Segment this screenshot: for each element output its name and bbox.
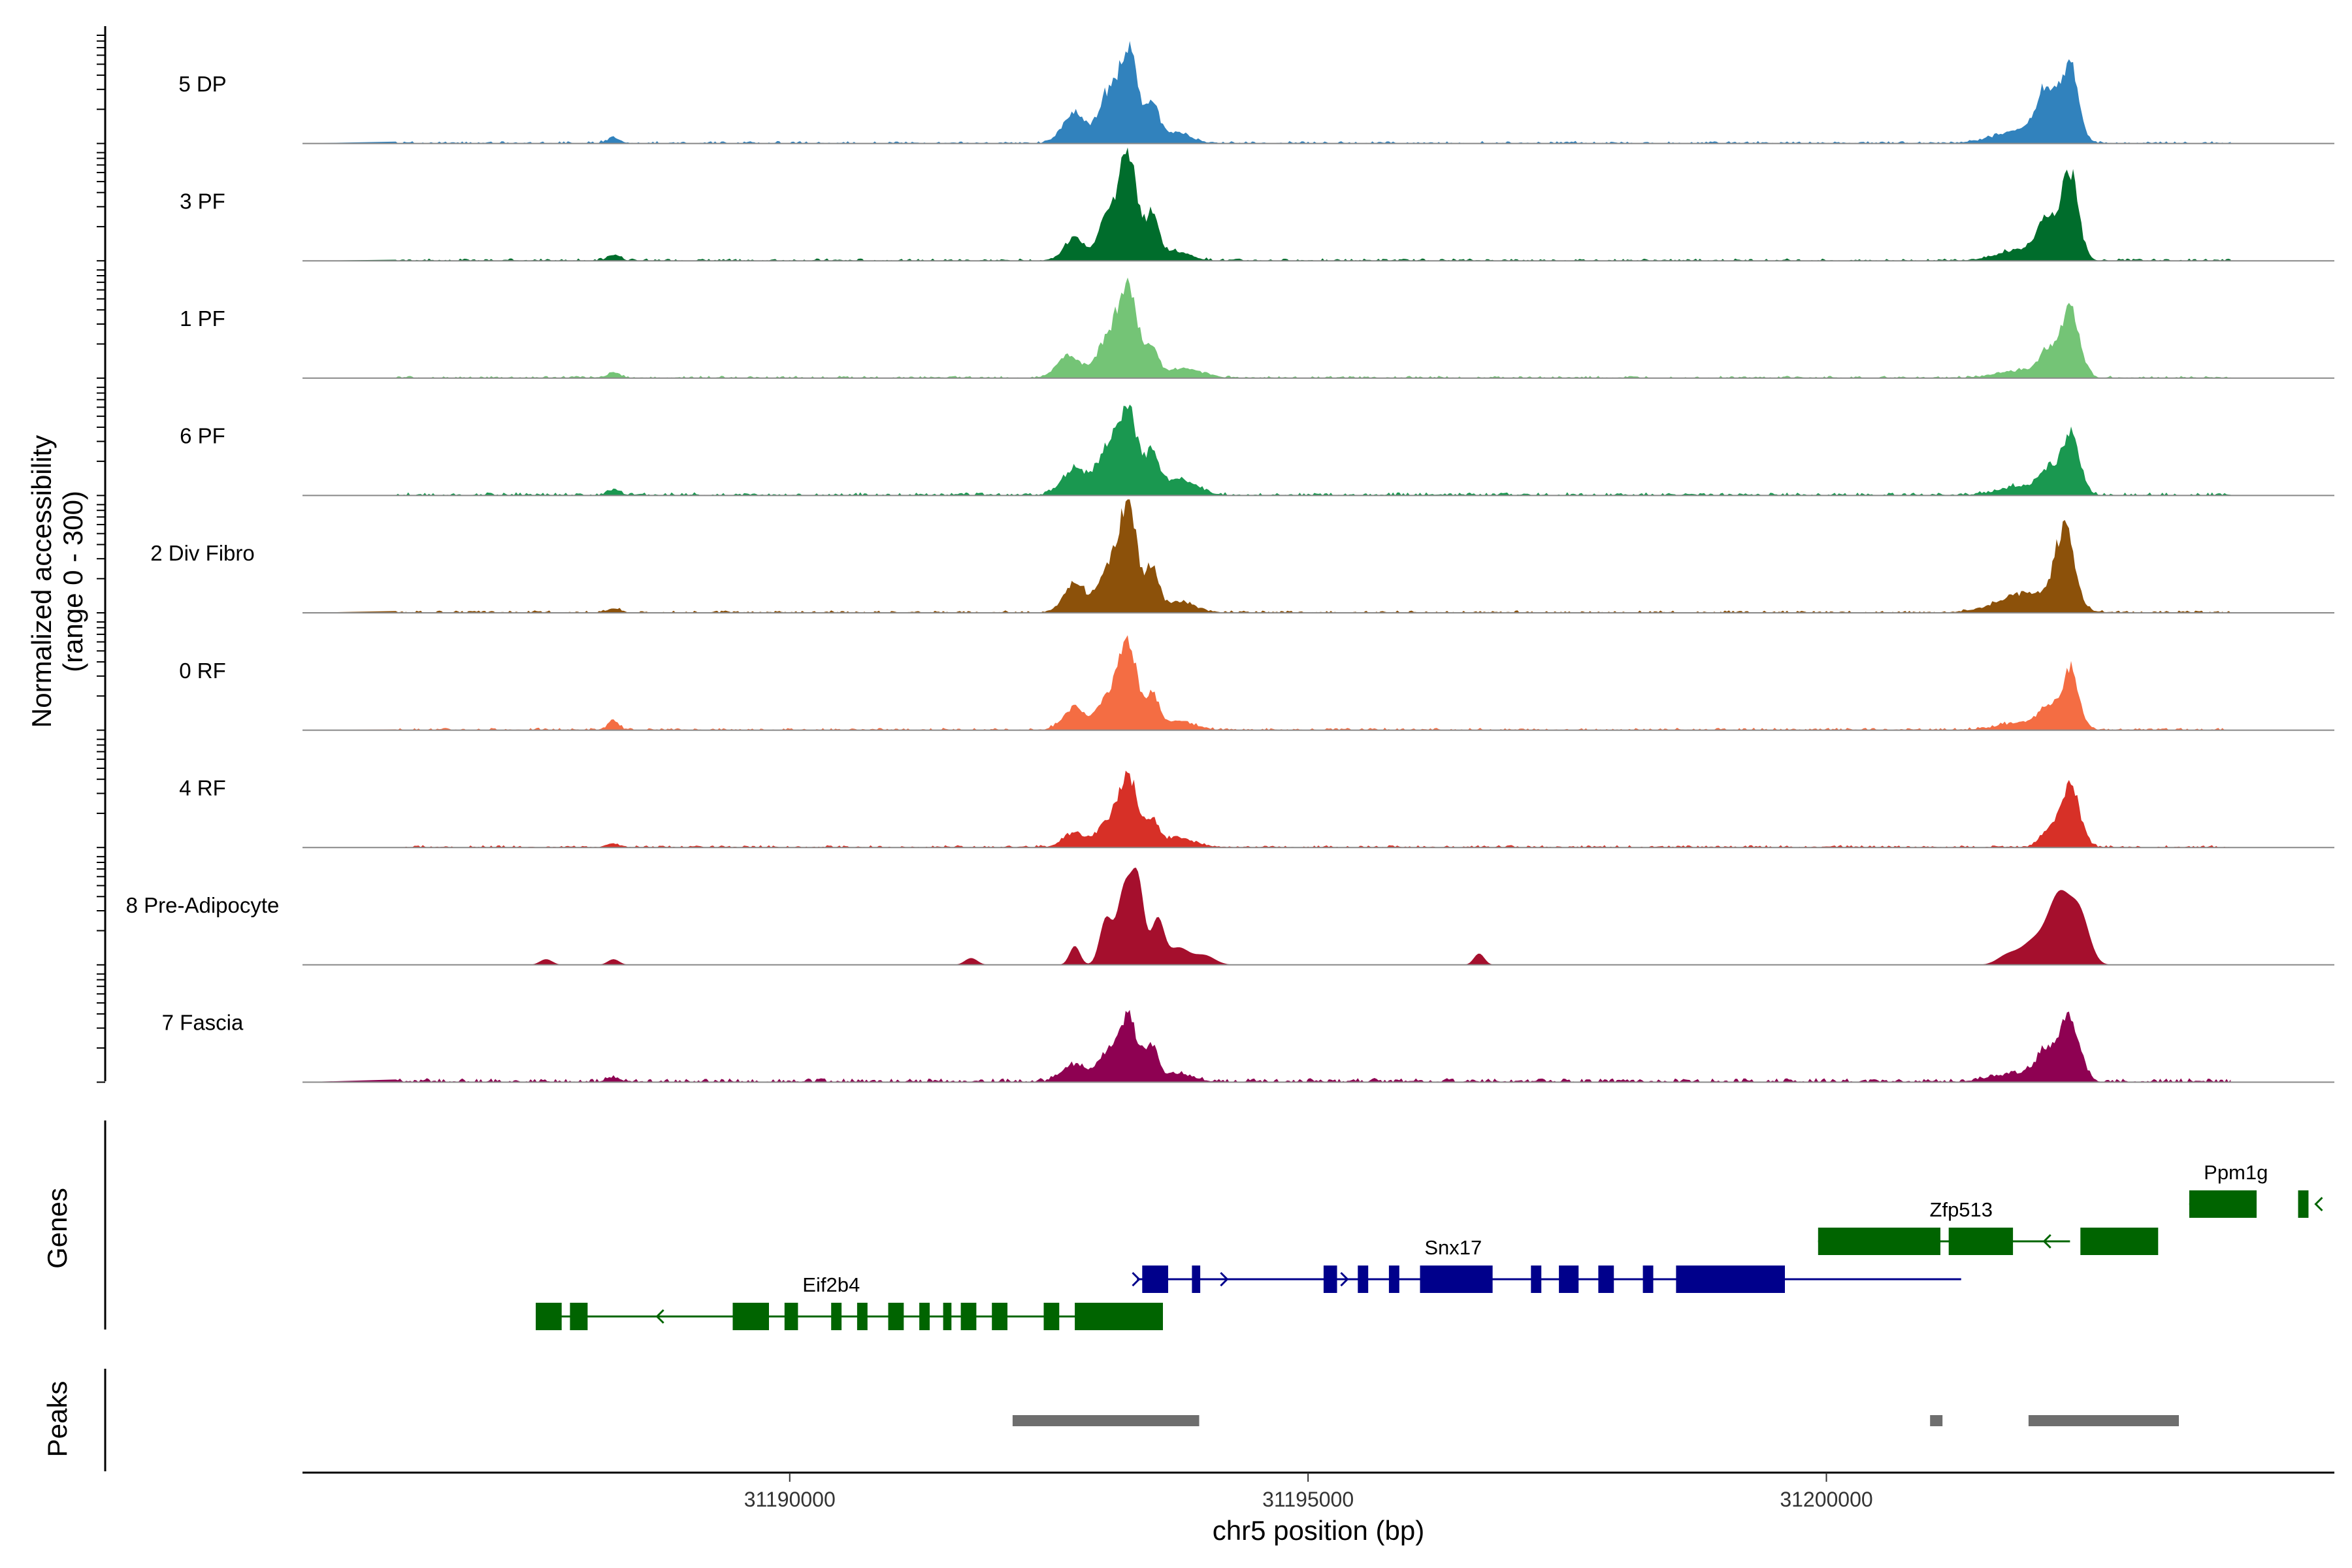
coverage-tracks: 5 DP 3 PF 1 PF 6 PF 2 Div Fibro 0 RF 4 RF 8 Pre…	[126, 41, 2334, 1083]
gene-exon	[1420, 1266, 1493, 1293]
gene-exon	[784, 1303, 798, 1330]
coverage-area	[302, 404, 2231, 496]
coverage-area	[302, 770, 2231, 848]
coverage-axis-ticks	[97, 35, 105, 1083]
coverage-area	[302, 499, 2231, 613]
gene-label: Snx17	[1424, 1236, 1482, 1259]
genes-panel-title: Genes	[42, 1188, 73, 1269]
gene-exon	[943, 1303, 952, 1330]
gene-label: Zfp513	[1930, 1198, 1993, 1221]
track-6: 4 RF	[179, 770, 2334, 849]
peak-region	[2028, 1415, 2179, 1426]
strand-arrow	[1220, 1271, 1229, 1287]
coverage-area	[302, 147, 2231, 261]
gene-exon	[732, 1303, 769, 1330]
track-3: 6 PF	[180, 404, 2334, 497]
peak-region	[1930, 1415, 1943, 1426]
gene-exon	[1948, 1228, 2014, 1255]
peak-regions	[1012, 1415, 2179, 1426]
strand-arrow	[1340, 1271, 1349, 1287]
strand-arrow	[1132, 1271, 1141, 1287]
gene-exon	[570, 1303, 588, 1330]
track-label: 4 RF	[179, 776, 226, 800]
gene-exon	[1676, 1266, 1785, 1293]
track-label: 7 Fascia	[162, 1011, 244, 1035]
track-label: 8 Pre-Adipocyte	[126, 893, 280, 917]
gene-exon	[1598, 1266, 1614, 1293]
track-2: 1 PF	[180, 277, 2334, 379]
gene-exon	[1142, 1266, 1168, 1293]
gene-exon	[831, 1303, 842, 1330]
gene-label: Eif2b4	[802, 1273, 860, 1296]
gene-exon	[2080, 1228, 2159, 1255]
gene-ppm1g: Ppm1g	[2189, 1161, 2323, 1218]
gene-exon	[1192, 1266, 1201, 1293]
gene-label: Ppm1g	[2204, 1161, 2268, 1184]
gene-exon	[1323, 1266, 1337, 1293]
track-0: 5 DP	[178, 41, 2334, 144]
track-5: 0 RF	[179, 635, 2334, 731]
x-tick-label: 31190000	[744, 1488, 836, 1511]
gene-snx17: Snx17	[1132, 1236, 1961, 1293]
gene-exon	[1531, 1266, 1542, 1293]
track-label: 6 PF	[180, 424, 225, 448]
track-label: 3 PF	[180, 189, 225, 213]
gene-exon	[919, 1303, 930, 1330]
gene-exon	[992, 1303, 1007, 1330]
gene-exon	[857, 1303, 868, 1330]
track-4: 2 Div Fibro	[150, 499, 2334, 613]
track-label: 2 Div Fibro	[150, 541, 255, 565]
gene-exon	[2189, 1190, 2257, 1218]
track-label: 5 DP	[178, 72, 226, 96]
y-axis-title-line2: (range 0 - 300)	[57, 491, 88, 672]
y-axis-title: Normalized accessibility (range 0 - 300)	[26, 435, 88, 728]
gene-exon	[1043, 1303, 1060, 1330]
gene-exon	[1642, 1266, 1654, 1293]
y-axis-title-line1: Normalized accessibility	[26, 435, 57, 728]
peaks-panel-title: Peaks	[42, 1381, 73, 1458]
coverage-area	[302, 277, 2231, 378]
peak-region	[1012, 1415, 1200, 1426]
gene-exon	[888, 1303, 904, 1330]
coverage-area	[302, 41, 2231, 144]
coverage-area	[302, 868, 2231, 965]
strand-arrow	[2314, 1196, 2323, 1212]
gene-exon	[536, 1303, 562, 1330]
x-tick-label: 31195000	[1262, 1488, 1354, 1511]
gene-exon	[1559, 1266, 1579, 1293]
strand-arrow	[2042, 1233, 2051, 1249]
coverage-area	[302, 635, 2231, 730]
strand-arrow	[655, 1309, 664, 1324]
x-tick-label: 31200000	[1780, 1488, 1872, 1511]
x-axis-ticks: 31190000 31195000 31200000	[744, 1473, 1873, 1511]
coverage-area	[302, 1009, 2231, 1083]
gene-eif2b4: Eif2b4	[536, 1273, 1163, 1330]
gene-exon	[960, 1303, 977, 1330]
gene-exon	[1358, 1266, 1369, 1293]
gene-zfp513: Zfp513	[1818, 1198, 2159, 1255]
track-8: 7 Fascia	[162, 1009, 2334, 1083]
gene-annotations: Eif2b4 Snx17 Zfp513 Ppm1g	[536, 1161, 2323, 1330]
track-label: 1 PF	[180, 306, 225, 331]
x-axis-title: chr5 position (bp)	[1213, 1515, 1425, 1546]
track-7: 8 Pre-Adipocyte	[126, 868, 2334, 966]
track-1: 3 PF	[180, 147, 2334, 262]
gene-exon	[1818, 1228, 1940, 1255]
gene-exon	[2298, 1190, 2309, 1218]
gene-exon	[1388, 1266, 1399, 1293]
gene-exon	[1075, 1303, 1163, 1330]
track-label: 0 RF	[179, 659, 226, 683]
